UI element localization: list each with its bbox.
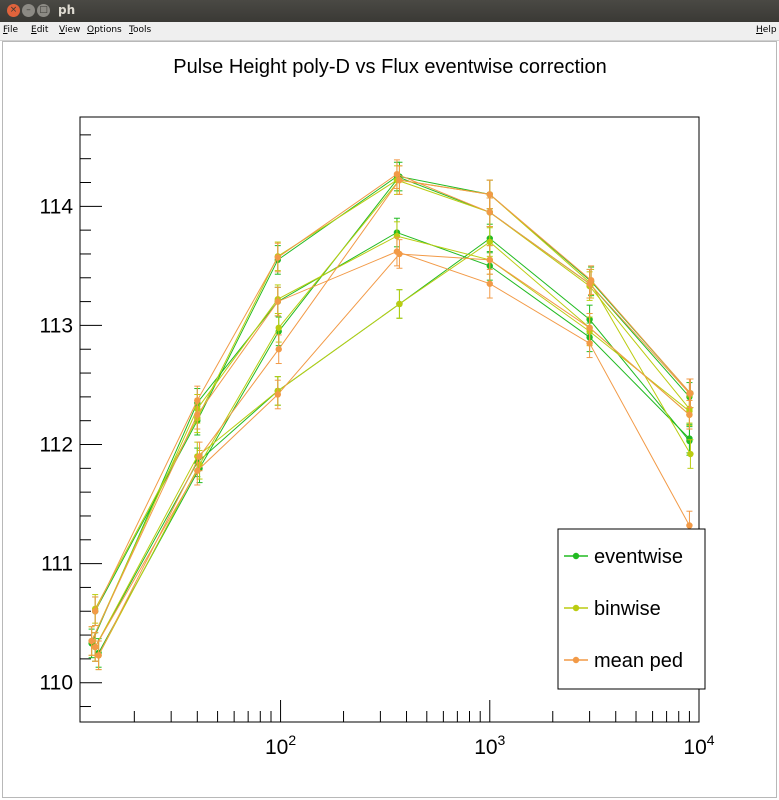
data-point xyxy=(88,637,95,645)
data-point xyxy=(586,324,593,331)
plot-canvas[interactable]: Pulse Height poly-D vs Flux eventwise co… xyxy=(2,41,777,798)
minimize-icon[interactable]: – xyxy=(22,4,35,17)
legend-label: mean ped xyxy=(594,650,683,672)
menu-edit[interactable]: Edit xyxy=(31,25,49,35)
data-point xyxy=(396,176,403,184)
window-titlebar: × – □ ph xyxy=(0,0,779,22)
x-tick-label: 103 xyxy=(474,732,505,759)
legend-marker xyxy=(572,552,580,560)
data-point xyxy=(486,256,493,264)
chart-title: Pulse Height poly-D vs Flux eventwise co… xyxy=(173,56,607,78)
x-tick-label: 104 xyxy=(683,732,714,759)
data-point xyxy=(486,280,493,287)
maximize-icon[interactable]: □ xyxy=(37,4,50,17)
menu-view[interactable]: View xyxy=(59,25,81,35)
data-point xyxy=(194,467,201,474)
plot-frame xyxy=(79,116,700,723)
close-icon[interactable]: × xyxy=(7,4,20,17)
legend-marker xyxy=(572,656,580,664)
data-point xyxy=(486,209,493,216)
window-title: ph xyxy=(58,3,76,17)
data-point xyxy=(393,170,401,178)
data-point xyxy=(274,391,281,398)
data-point xyxy=(396,300,403,308)
y-tick-label: 111 xyxy=(41,553,73,576)
data-point xyxy=(194,411,201,418)
y-tick-label: 113 xyxy=(40,314,73,337)
data-point xyxy=(686,437,693,445)
data-point xyxy=(91,608,99,615)
y-tick-label: 114 xyxy=(40,195,74,218)
series-mean-ped xyxy=(88,159,694,671)
menu-file[interactable]: File xyxy=(3,25,19,35)
data-point xyxy=(687,390,694,397)
menu-tools[interactable]: Tools xyxy=(129,25,152,35)
data-point xyxy=(686,522,693,529)
data-point xyxy=(687,450,694,458)
y-tick-label: 112 xyxy=(40,434,73,457)
pulse-height-chart: Pulse Height poly-D vs Flux eventwise co… xyxy=(40,56,715,759)
data-point xyxy=(587,276,595,284)
legend-label: eventwise xyxy=(594,546,683,568)
menu-help[interactable]: Help xyxy=(756,25,777,35)
legend-label: binwise xyxy=(594,598,661,620)
data-point xyxy=(275,346,282,353)
y-tick-label: 110 xyxy=(40,672,73,695)
menu-bar: File Edit View Options Tools Help xyxy=(0,22,779,41)
legend-marker xyxy=(572,604,580,612)
menu-options[interactable]: Options xyxy=(87,25,122,35)
x-tick-label: 102 xyxy=(265,732,296,759)
data-point xyxy=(274,254,281,261)
data-point xyxy=(686,411,693,418)
data-point xyxy=(95,652,102,659)
data-point xyxy=(274,298,281,305)
data-point xyxy=(486,191,493,198)
data-point xyxy=(275,324,282,331)
data-point xyxy=(91,643,99,651)
data-point xyxy=(396,250,403,258)
data-point xyxy=(486,238,493,246)
